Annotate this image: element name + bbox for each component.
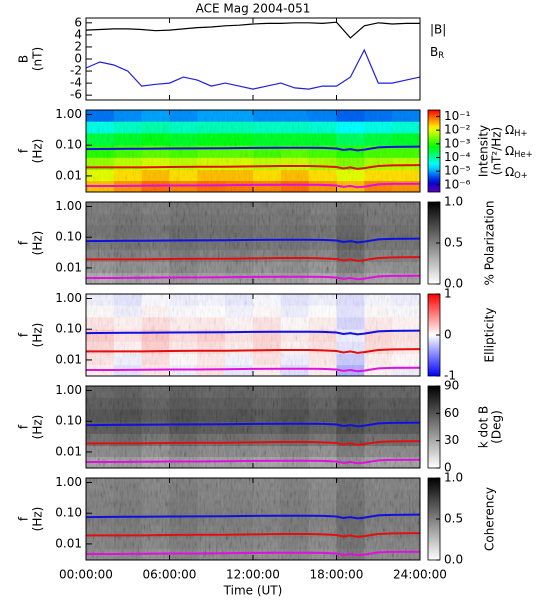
colorbar-label: k dot B bbox=[477, 406, 491, 448]
colorbar-tick-label: 1 bbox=[444, 287, 452, 301]
legend-label: ΩO+ bbox=[505, 165, 528, 180]
texture bbox=[86, 478, 420, 560]
colorbar-label: Intensity bbox=[477, 125, 491, 177]
colorbar-tick-label: 10⁻⁴ bbox=[444, 150, 471, 164]
colorbar-unit: (nT²/Hz) bbox=[490, 127, 504, 175]
y-tick-label: 1.00 bbox=[55, 199, 82, 213]
y-tick-label: 1.00 bbox=[55, 475, 82, 489]
x-tick-label: 18:00:00 bbox=[310, 568, 364, 582]
y-tick-label: 0.10 bbox=[55, 230, 82, 244]
y-tick-label: 1.00 bbox=[55, 291, 82, 305]
gyro-line bbox=[86, 366, 421, 373]
legend-label: ΩHe+ bbox=[505, 144, 533, 159]
x-tick-label: 12:00:00 bbox=[226, 568, 280, 582]
texture bbox=[86, 386, 420, 468]
colorbar-tick-label: 0.5 bbox=[444, 512, 463, 526]
gyro-line bbox=[86, 348, 421, 354]
series-line bbox=[85, 48, 421, 90]
y-tick-label: 1.00 bbox=[55, 383, 82, 397]
gyro-line bbox=[86, 164, 421, 170]
gyro-line bbox=[86, 274, 421, 281]
colorbar-tick-label: 0.5 bbox=[444, 236, 463, 250]
colorbar-label: Coherency bbox=[483, 487, 497, 551]
texture bbox=[86, 110, 420, 192]
y-axis-label: f bbox=[17, 332, 31, 337]
colorbar-unit: (Deg) bbox=[490, 410, 504, 444]
gyro-line bbox=[85, 329, 421, 336]
y-axis-unit: (Hz) bbox=[31, 415, 45, 440]
y-tick-label: 1.00 bbox=[55, 107, 82, 121]
colorbar-tick-label: 60 bbox=[444, 406, 459, 420]
colorbar bbox=[427, 109, 441, 193]
y-axis-unit: (Hz) bbox=[31, 231, 45, 256]
y-tick-label: 0.10 bbox=[55, 138, 82, 152]
colorbar-tick-label: 30 bbox=[444, 433, 459, 447]
y-axis-unit: (Hz) bbox=[31, 323, 45, 348]
y-tick-label: -2 bbox=[70, 64, 82, 78]
gyro-line bbox=[85, 513, 421, 520]
gyro-line bbox=[86, 550, 421, 557]
y-axis-label: f bbox=[17, 516, 31, 521]
chart-title: ACE Mag 2004-051 bbox=[196, 2, 311, 16]
texture bbox=[86, 202, 420, 284]
y-axis-unit: (nT) bbox=[31, 47, 45, 71]
gyro-line bbox=[86, 532, 421, 538]
colorbar-tick-label: 0 bbox=[444, 328, 452, 342]
colorbar bbox=[427, 385, 441, 469]
colorbar-tick-label: -1 bbox=[444, 369, 456, 383]
colorbar-tick-label: 0 bbox=[444, 461, 452, 475]
gyro-line bbox=[85, 237, 421, 244]
y-tick-label: 0 bbox=[74, 52, 82, 66]
y-tick-label: 4 bbox=[74, 27, 82, 41]
y-axis-unit: (Hz) bbox=[31, 139, 45, 164]
y-tick-label: 0.10 bbox=[55, 322, 82, 336]
y-tick-label: 6 bbox=[74, 15, 82, 29]
y-tick-label: 0.01 bbox=[55, 352, 82, 366]
series-line bbox=[85, 21, 420, 39]
y-tick-label: 0.01 bbox=[55, 444, 82, 458]
y-tick-label: 0.01 bbox=[55, 536, 82, 550]
colorbar-label: % Polarization bbox=[483, 201, 497, 286]
y-tick-label: 0.10 bbox=[55, 506, 82, 520]
colorbar-tick-label: 0.0 bbox=[444, 553, 463, 567]
x-tick-label: 00:00:00 bbox=[59, 568, 113, 582]
colorbar-tick-label: 10⁻⁵ bbox=[444, 164, 471, 178]
colorbar-tick-label: 10⁻¹ bbox=[444, 109, 471, 123]
y-axis-label: B bbox=[17, 55, 31, 63]
plot-frame bbox=[85, 17, 421, 101]
y-axis-label: f bbox=[17, 424, 31, 429]
colorbar-tick-label: 10⁻³ bbox=[444, 136, 471, 150]
legend-label: ΩH+ bbox=[505, 123, 528, 138]
gyro-line bbox=[86, 458, 421, 465]
y-tick-label: 2 bbox=[74, 39, 82, 53]
gyro-line bbox=[85, 421, 421, 428]
colorbar-label: Ellipticity bbox=[483, 308, 497, 363]
x-tick-label: 06:00:00 bbox=[143, 568, 197, 582]
y-axis-unit: (Hz) bbox=[31, 507, 45, 532]
y-tick-label: 0.10 bbox=[55, 414, 82, 428]
colorbar-tick-label: 10⁻⁶ bbox=[444, 177, 471, 191]
y-tick-label: -4 bbox=[70, 76, 82, 90]
y-tick-label: 0.01 bbox=[55, 260, 82, 274]
texture bbox=[86, 294, 420, 376]
gyro-line bbox=[86, 440, 421, 446]
gyro-line bbox=[86, 256, 421, 262]
colorbar-tick-label: 0.0 bbox=[444, 277, 463, 291]
gyro-line bbox=[85, 145, 421, 152]
y-axis-label: f bbox=[17, 240, 31, 245]
colorbar-tick-label: 10⁻² bbox=[444, 123, 471, 137]
x-axis-label: Time (UT) bbox=[223, 584, 283, 598]
gyro-line bbox=[86, 182, 421, 189]
y-axis-label: f bbox=[17, 148, 31, 153]
colorbar-tick-label: 90 bbox=[444, 379, 459, 393]
legend-label: |B| bbox=[430, 23, 446, 37]
y-tick-label: 0.01 bbox=[55, 168, 82, 182]
colorbar-tick-label: 1.0 bbox=[444, 195, 463, 209]
colorbar-tick-label: 1.0 bbox=[444, 471, 463, 485]
legend-label: BR bbox=[430, 45, 444, 60]
x-tick-label: 24:00:00 bbox=[393, 568, 447, 582]
y-tick-label: -6 bbox=[70, 88, 82, 102]
